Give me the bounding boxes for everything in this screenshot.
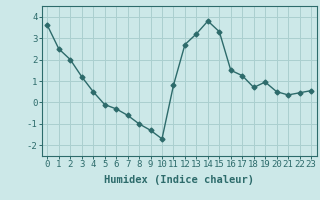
X-axis label: Humidex (Indice chaleur): Humidex (Indice chaleur)	[104, 175, 254, 185]
